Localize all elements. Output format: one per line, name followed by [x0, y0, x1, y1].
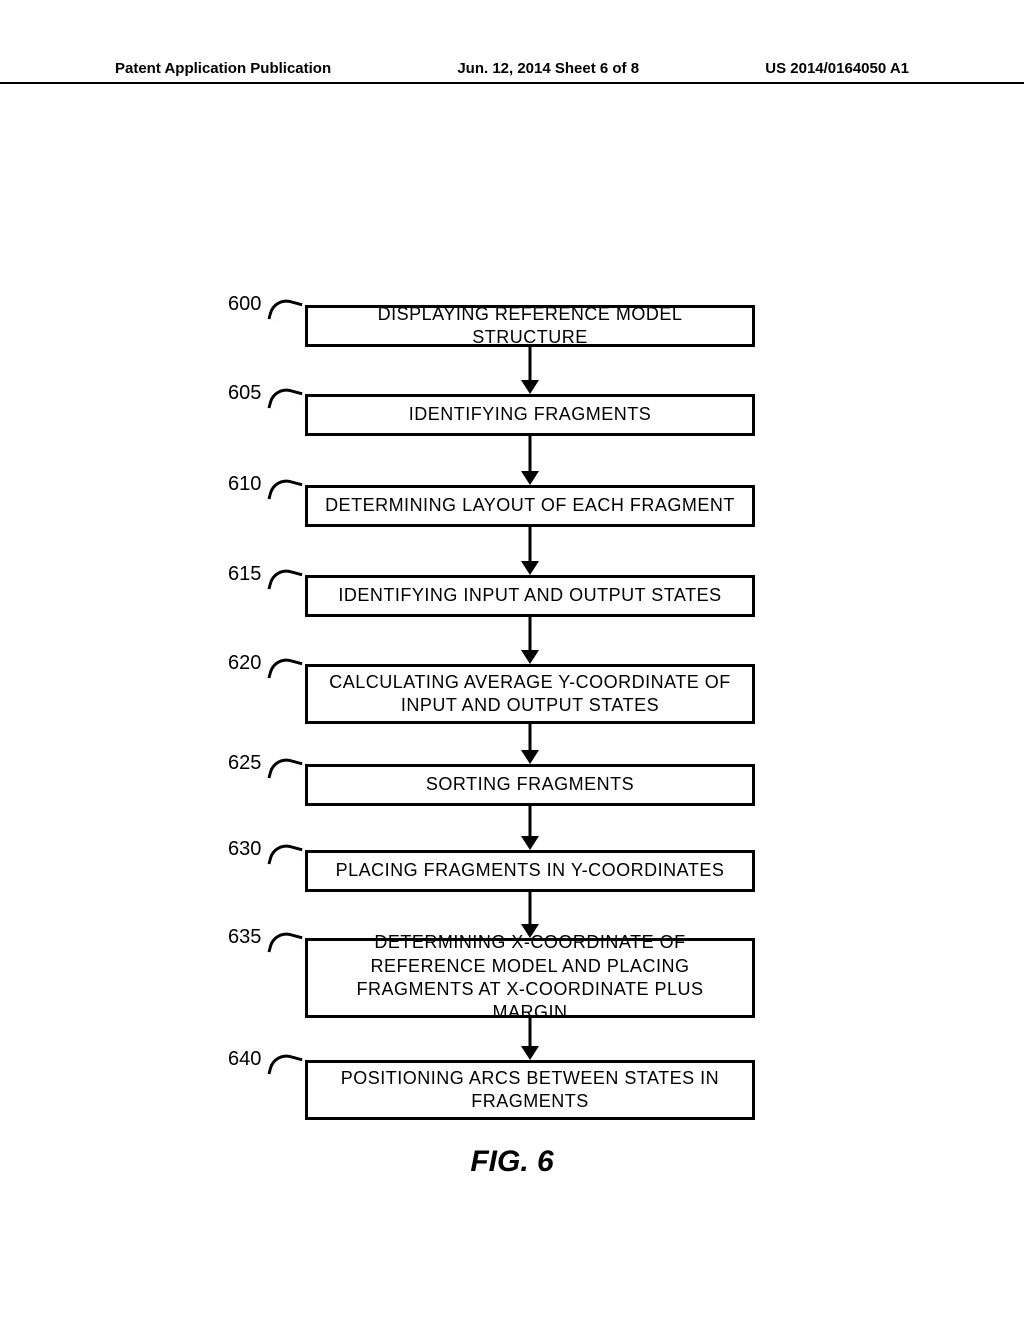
leader-line: [267, 655, 302, 686]
flow-step-620: CALCULATING AVERAGE Y-COORDINATE OF INPU…: [305, 664, 755, 724]
arrow-head-icon: [521, 1046, 539, 1060]
flow-step-625: SORTING FRAGMENTS: [305, 764, 755, 806]
header-center: Jun. 12, 2014 Sheet 6 of 8: [457, 60, 639, 77]
arrow-head-icon: [521, 561, 539, 575]
leader-line: [267, 566, 302, 597]
arrow-head-icon: [521, 924, 539, 938]
arrow-line: [529, 527, 532, 563]
arrow-head-icon: [521, 471, 539, 485]
figure-caption: FIG. 6: [470, 1145, 553, 1179]
leader-line: [267, 296, 302, 327]
arrow-line: [529, 806, 532, 838]
page-header: Patent Application Publication Jun. 12, …: [0, 82, 1024, 84]
leader-line: [267, 385, 302, 416]
flow-step-635: DETERMINING X-COORDINATE OF REFERENCE MO…: [305, 938, 755, 1018]
arrow-head-icon: [521, 750, 539, 764]
leader-line: [267, 841, 302, 872]
flow-step-610: DETERMINING LAYOUT OF EACH FRAGMENT: [305, 485, 755, 527]
step-label-600: 600: [228, 293, 261, 316]
arrow-head-icon: [521, 650, 539, 664]
leader-line: [267, 476, 302, 507]
arrow-line: [529, 436, 532, 473]
step-label-620: 620: [228, 652, 261, 675]
flow-step-605: IDENTIFYING FRAGMENTS: [305, 394, 755, 436]
arrow-line: [529, 1018, 532, 1048]
arrow-head-icon: [521, 380, 539, 394]
leader-line: [267, 755, 302, 786]
step-label-630: 630: [228, 838, 261, 861]
arrow-line: [529, 892, 532, 926]
step-label-605: 605: [228, 382, 261, 405]
flow-step-630: PLACING FRAGMENTS IN Y-COORDINATES: [305, 850, 755, 892]
header-row: Patent Application Publication Jun. 12, …: [0, 60, 1024, 83]
step-label-625: 625: [228, 752, 261, 775]
flow-step-615: IDENTIFYING INPUT AND OUTPUT STATES: [305, 575, 755, 617]
step-label-640: 640: [228, 1048, 261, 1071]
header-right: US 2014/0164050 A1: [765, 60, 909, 77]
leader-line: [267, 929, 302, 960]
arrow-line: [529, 724, 532, 752]
step-label-610: 610: [228, 473, 261, 496]
step-label-635: 635: [228, 926, 261, 949]
step-label-615: 615: [228, 563, 261, 586]
flow-step-640: POSITIONING ARCS BETWEEN STATES IN FRAGM…: [305, 1060, 755, 1120]
header-left: Patent Application Publication: [115, 60, 331, 77]
arrow-line: [529, 347, 532, 382]
leader-line: [267, 1051, 302, 1082]
arrow-line: [529, 617, 532, 652]
arrow-head-icon: [521, 836, 539, 850]
flow-step-600: DISPLAYING REFERENCE MODEL STRUCTURE: [305, 305, 755, 347]
